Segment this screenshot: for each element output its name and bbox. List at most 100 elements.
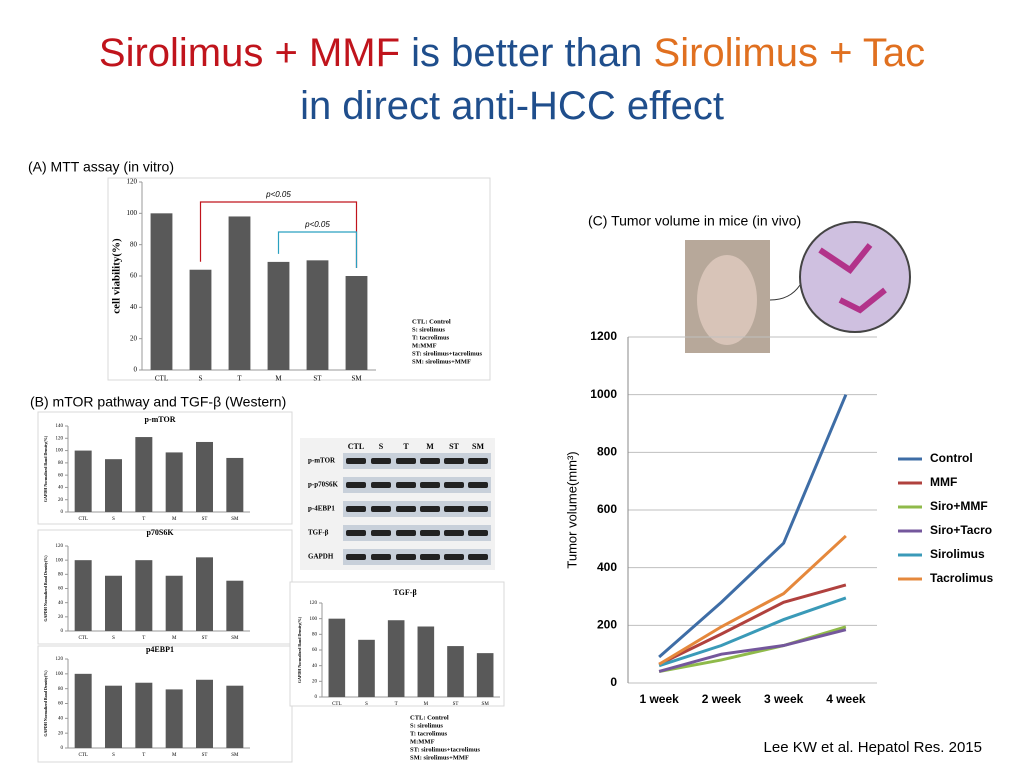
blot-band (371, 530, 391, 536)
legend-label: Siro+Tacro (930, 523, 992, 537)
y-tick-label: 120 (56, 657, 64, 662)
blot-band (468, 506, 488, 512)
blot-band (346, 506, 366, 512)
line-series (658, 596, 847, 668)
x-tick-label: T (142, 753, 145, 758)
blot-band (371, 554, 391, 560)
y-tick-label: 100 (310, 617, 318, 622)
bar (267, 261, 290, 370)
blot-strip (343, 501, 491, 517)
bar (165, 575, 183, 631)
x-tick-label: CTL (78, 636, 87, 641)
bar (226, 457, 244, 512)
blot-column-label: S (379, 442, 384, 451)
blot-band (396, 482, 416, 488)
y-tick-label: 20 (58, 498, 64, 503)
y-tick-label: 60 (312, 648, 318, 653)
chart-title: p-mTOR (145, 415, 176, 424)
y-tick-label: 40 (130, 303, 138, 311)
bar (228, 216, 251, 370)
blot-band (420, 458, 440, 464)
blot-band (420, 554, 440, 560)
blot-column-label: ST (449, 442, 459, 451)
y-tick-label: 60 (130, 272, 138, 280)
blot-band (444, 458, 464, 464)
blot-band (371, 482, 391, 488)
x-tick-label: ST (202, 517, 208, 522)
section-label: (B) mTOR pathway and TGF-β (Western) (30, 394, 286, 410)
x-tick-label: M (275, 375, 282, 383)
y-tick-label: 20 (130, 334, 138, 342)
x-tick-label: T (237, 375, 242, 383)
bar (74, 560, 92, 631)
blot-column-label: CTL (348, 442, 364, 451)
blot-row-label: GAPDH (308, 553, 334, 561)
legend-note: S: sirolimus (410, 722, 443, 729)
micrograph (799, 221, 911, 333)
legend-note: SM: sirolimus+MMF (410, 754, 469, 761)
y-tick-label: 120 (56, 436, 64, 441)
bar (306, 260, 329, 370)
y-axis-label: cell viability(%) (111, 238, 123, 314)
y-axis-label: GAPDH Normalized Band Density(%) (43, 670, 48, 737)
y-tick-label: 60 (58, 473, 64, 478)
bar (105, 685, 122, 748)
legend-note: CTL: Control (410, 714, 449, 721)
legend-note: T: tacrolimus (410, 730, 448, 737)
y-tick-label: 80 (130, 240, 138, 248)
chart-title: p70S6K (146, 528, 174, 537)
bar (165, 689, 183, 748)
x-tick-label: 3 week (764, 692, 804, 706)
x-tick-label: SM (351, 375, 362, 383)
bar (358, 639, 375, 697)
blot-band (444, 506, 464, 512)
y-tick-label: 200 (597, 618, 617, 632)
blot-row-label: p-p70S6K (308, 481, 339, 489)
x-tick-label: M (172, 753, 177, 758)
y-tick-label: 600 (597, 502, 617, 516)
y-tick-label: 80 (58, 687, 64, 692)
micrograph-stain (818, 243, 887, 314)
blot-column-label: T (403, 442, 409, 451)
y-axis-label: Tumor volume(mm³) (564, 451, 579, 568)
bar (105, 459, 122, 512)
y-axis-label: GAPDH Normalized Band Density(%) (43, 435, 48, 502)
blot-band (468, 554, 488, 560)
blot-band (444, 482, 464, 488)
title-part: is better than (400, 31, 653, 75)
x-tick-label: 2 week (702, 692, 742, 706)
bar (105, 575, 122, 631)
blot-band (396, 506, 416, 512)
y-tick-label: 100 (56, 558, 64, 563)
blot-band (420, 506, 440, 512)
blot-band (468, 458, 488, 464)
western-blot: CTL S T M ST SMp-mTORp-p70S6Kp-4EBP1TGF-βGAPD… (300, 438, 495, 570)
y-tick-label: 1000 (590, 387, 617, 401)
bar (328, 618, 346, 697)
x-tick-label: 1 week (639, 692, 679, 706)
x-tick-label: CTL (78, 753, 87, 758)
legend-label: MMF (930, 475, 957, 489)
bar (196, 679, 213, 748)
y-tick-label: 80 (58, 572, 64, 577)
y-tick-label: 40 (58, 601, 64, 606)
slide-title: Sirolimus + MMF is better than Sirolimus… (99, 31, 925, 75)
legend-label: Tacrolimus (930, 571, 993, 585)
x-tick-label: ST (202, 753, 208, 758)
x-tick-label: T (395, 702, 398, 707)
y-tick-label: 1200 (590, 329, 617, 343)
blot-strip (343, 525, 491, 541)
bar (135, 437, 153, 512)
x-tick-label: S (112, 636, 115, 641)
x-tick-label: ST (202, 636, 208, 641)
x-tick-label: CTL (332, 702, 341, 707)
blot-strip (343, 477, 491, 493)
x-tick-label: SM (231, 636, 239, 641)
section-label: (C) Tumor volume in mice (in vivo) (588, 213, 801, 229)
blot-band (346, 458, 366, 464)
y-tick-label: 100 (56, 672, 64, 677)
blot-band (396, 554, 416, 560)
x-tick-label: SM (482, 702, 490, 707)
bar (189, 269, 212, 370)
y-tick-label: 80 (312, 632, 318, 637)
